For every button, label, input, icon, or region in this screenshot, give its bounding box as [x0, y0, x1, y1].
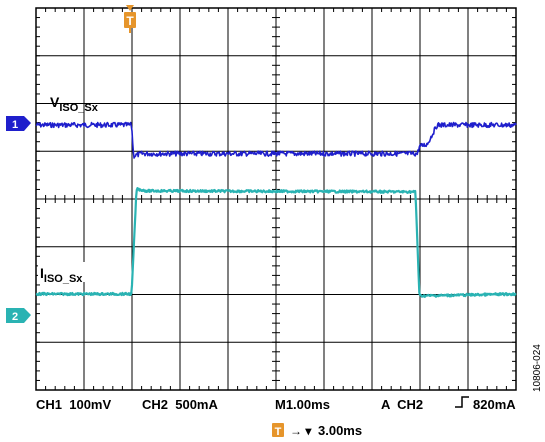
ch1-scale-readout: CH1 100mV	[36, 397, 111, 412]
rising-edge-icon	[455, 396, 469, 408]
channel-1-marker: 1	[6, 116, 31, 131]
channel-2-marker: 2	[6, 308, 31, 323]
ch2-trace-label: IISO_Sx	[40, 265, 83, 285]
ch2-trace-label-main: I	[40, 265, 44, 281]
trace-V_ISO_Sx	[35, 121, 517, 159]
ch2-trace-label-group: IISO_Sx	[38, 262, 114, 285]
ch2-scale-readout: CH2 500mA	[142, 397, 218, 412]
figure-id: 10806-024	[532, 344, 543, 392]
ch1-trace-label-main: V	[50, 94, 60, 110]
trigger-marker-label: T	[126, 14, 134, 28]
graticule	[35, 7, 517, 391]
trigger-marker: T	[124, 5, 136, 33]
trigger-delay-value: 3.00ms	[318, 423, 362, 438]
ch1-trace-label: VISO_Sx	[50, 94, 99, 114]
channel-2-id: 2	[12, 311, 18, 323]
trigger-delay-prefix: → ▾	[290, 424, 312, 438]
traces	[35, 121, 517, 298]
ch1-trace-label-sub: ISO_Sx	[59, 102, 98, 114]
trace-I_ISO_Sx	[35, 187, 517, 298]
trigger-level-readout: 820mA	[473, 397, 516, 412]
channel-1-id: 1	[12, 119, 18, 131]
trigger-delay-marker: T	[275, 426, 282, 438]
readouts: CH1 100mV CH2 500mA M1.00ms A CH2 820mA …	[36, 396, 516, 438]
trigger-delay-readout: T → ▾ 3.00ms	[272, 423, 362, 438]
ch2-trace-label-sub: ISO_Sx	[44, 273, 83, 285]
trigger-source-readout: A CH2	[381, 397, 423, 412]
timebase-readout: M1.00ms	[275, 397, 330, 412]
